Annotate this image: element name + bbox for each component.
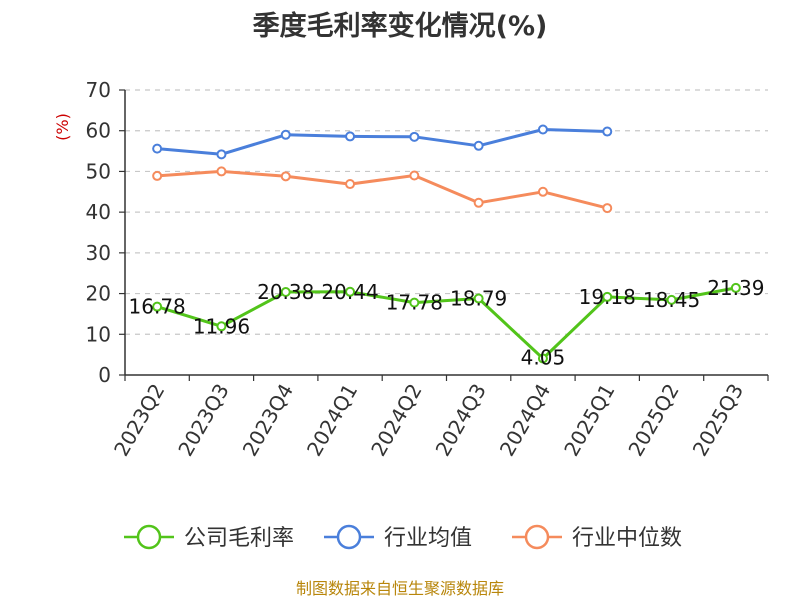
- data-label: 18.79: [450, 286, 507, 310]
- legend-item[interactable]: 公司毛利率: [124, 524, 294, 551]
- data-point[interactable]: [537, 186, 548, 197]
- data-point[interactable]: [537, 353, 548, 364]
- y-tick-label: 10: [86, 322, 111, 346]
- data-label: 20.38: [257, 280, 314, 304]
- x-tick-label: 2023Q3: [173, 380, 233, 461]
- x-tick-label: 2024Q2: [366, 380, 426, 461]
- data-point[interactable]: [152, 301, 163, 312]
- x-tick-label: 2024Q4: [495, 380, 555, 461]
- data-labels: 16.78 11.96 20.38 20.44 17.78 18.79 4.05 19.18 1…: [129, 276, 765, 370]
- y-tick-label: 70: [86, 78, 111, 102]
- legend[interactable]: 公司毛利率 行业均值 行业中位数: [124, 524, 682, 551]
- x-tick-label: 2024Q1: [302, 380, 362, 461]
- x-tick-label: 2023Q2: [109, 380, 169, 461]
- data-label: 4.05: [521, 346, 566, 370]
- data-label: 18.45: [643, 288, 700, 312]
- data-label: 17.78: [386, 291, 443, 315]
- grid-lines: [125, 89, 768, 335]
- series-line: [156, 286, 737, 360]
- data-label: 21.39: [707, 276, 764, 300]
- data-point[interactable]: [409, 297, 420, 308]
- data-point[interactable]: [473, 293, 484, 304]
- data-label: 16.78: [129, 295, 186, 319]
- legend-item[interactable]: 行业中位数: [512, 524, 682, 551]
- data-point[interactable]: [216, 166, 227, 177]
- x-tick-label: 2025Q2: [623, 380, 683, 461]
- data-point[interactable]: [730, 282, 741, 293]
- data-label: 20.44: [321, 280, 378, 304]
- legend-label: 行业均值: [384, 526, 472, 551]
- data-label: 19.18: [579, 285, 636, 309]
- legend-marker-icon: [136, 524, 162, 550]
- data-point[interactable]: [473, 140, 484, 151]
- y-tick-label: 50: [86, 159, 111, 183]
- chart-title: 季度毛利率变化情况(%): [253, 10, 548, 42]
- legend-item[interactable]: 行业均值: [324, 524, 472, 551]
- data-point[interactable]: [345, 131, 356, 142]
- x-tick-label: 2023Q4: [238, 380, 298, 461]
- legend-marker-icon: [524, 524, 550, 550]
- series-line: [157, 169, 608, 210]
- data-point[interactable]: [280, 129, 291, 140]
- x-tick-label: 2024Q3: [431, 380, 491, 461]
- data-point[interactable]: [216, 321, 227, 332]
- x-tick-label: 2025Q1: [559, 380, 619, 461]
- data-point[interactable]: [602, 203, 613, 214]
- legend-label: 公司毛利率: [184, 526, 294, 551]
- data-point[interactable]: [345, 286, 356, 297]
- data-point[interactable]: [345, 179, 356, 190]
- legend-label: 行业中位数: [572, 526, 682, 551]
- y-tick-label: 0: [98, 363, 111, 387]
- legend-marker-icon: [336, 524, 362, 550]
- series-lines: [152, 124, 741, 364]
- data-point[interactable]: [280, 171, 291, 182]
- source-note: 制图数据来自恒生聚源数据库: [296, 579, 504, 598]
- data-point[interactable]: [409, 131, 420, 142]
- series-line: [157, 128, 608, 156]
- y-tick-label: 60: [86, 119, 111, 143]
- y-tick-label: 40: [86, 200, 111, 224]
- data-point[interactable]: [473, 197, 484, 208]
- data-point[interactable]: [666, 294, 677, 305]
- data-point[interactable]: [602, 126, 613, 137]
- x-tick-label: 2025Q3: [688, 380, 748, 461]
- data-point[interactable]: [280, 287, 291, 298]
- y-axis-unit: (%): [53, 113, 72, 141]
- data-point[interactable]: [602, 291, 613, 302]
- y-tick-label: 30: [86, 241, 111, 265]
- y-tick-label: 20: [86, 282, 111, 306]
- data-label: 11.96: [193, 314, 250, 338]
- data-point[interactable]: [409, 170, 420, 181]
- data-point[interactable]: [216, 149, 227, 160]
- data-point[interactable]: [537, 124, 548, 135]
- data-point[interactable]: [152, 143, 163, 154]
- data-point[interactable]: [152, 170, 163, 181]
